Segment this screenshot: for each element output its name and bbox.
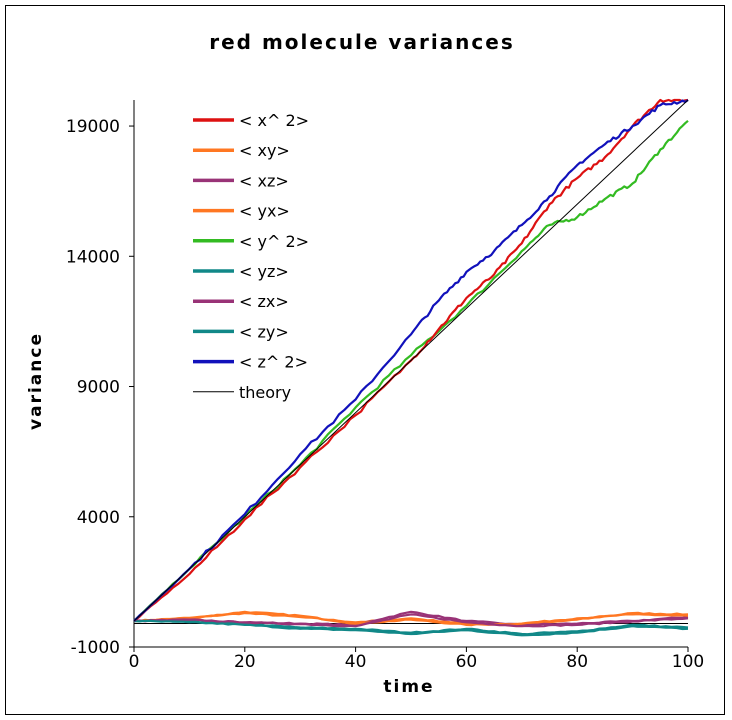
x-tick-label: 20	[234, 652, 256, 672]
series-line-6	[133, 613, 689, 628]
legend-label: < yx>	[239, 202, 290, 221]
y-tick-label: 19000	[66, 117, 120, 137]
axes: 0 20 40 60 80 100 -1000 4000 9000 14000 19000	[66, 100, 704, 672]
series-line-8	[133, 99, 689, 622]
x-tick-label: 80	[566, 652, 588, 672]
legend-label: < y^ 2>	[239, 232, 309, 251]
x-tick-label: 0	[129, 652, 140, 672]
x-tick-label: 60	[456, 652, 478, 672]
y-tick-label: 9000	[77, 378, 120, 398]
x-tick-label: 100	[672, 652, 704, 672]
y-tick-label: -1000	[71, 638, 120, 658]
y-tick-label: 14000	[66, 247, 120, 267]
chart-title: red molecule variances	[209, 30, 515, 54]
variance-chart: red molecule variances time variance 0 20…	[26, 30, 704, 697]
x-tick-label: 40	[345, 652, 367, 672]
legend: < x^ 2> < xy> < xz> < yx> < y^ 2> < yz> < zx> <…	[193, 111, 309, 402]
legend-label: < xy>	[239, 141, 290, 160]
chart-frame: red molecule variances time variance 0 20…	[5, 5, 725, 715]
legend-label: < x^ 2>	[239, 111, 309, 130]
series-line-4	[133, 119, 689, 622]
legend-label: < xz>	[239, 171, 289, 190]
legend-label: < z^ 2>	[239, 353, 308, 372]
series-line-9	[133, 99, 689, 622]
legend-label: < zx>	[239, 292, 289, 311]
series-line-3	[133, 610, 689, 627]
legend-label: < zy>	[239, 322, 289, 341]
y-tick-label: 4000	[77, 508, 120, 528]
x-axis-label: time	[383, 677, 434, 697]
series-layer	[133, 98, 689, 637]
series-line-7	[133, 619, 689, 637]
y-axis-label: variance	[26, 332, 46, 430]
legend-label: < yz>	[239, 262, 289, 281]
series-line-0	[133, 98, 689, 622]
legend-label: theory	[239, 383, 291, 402]
